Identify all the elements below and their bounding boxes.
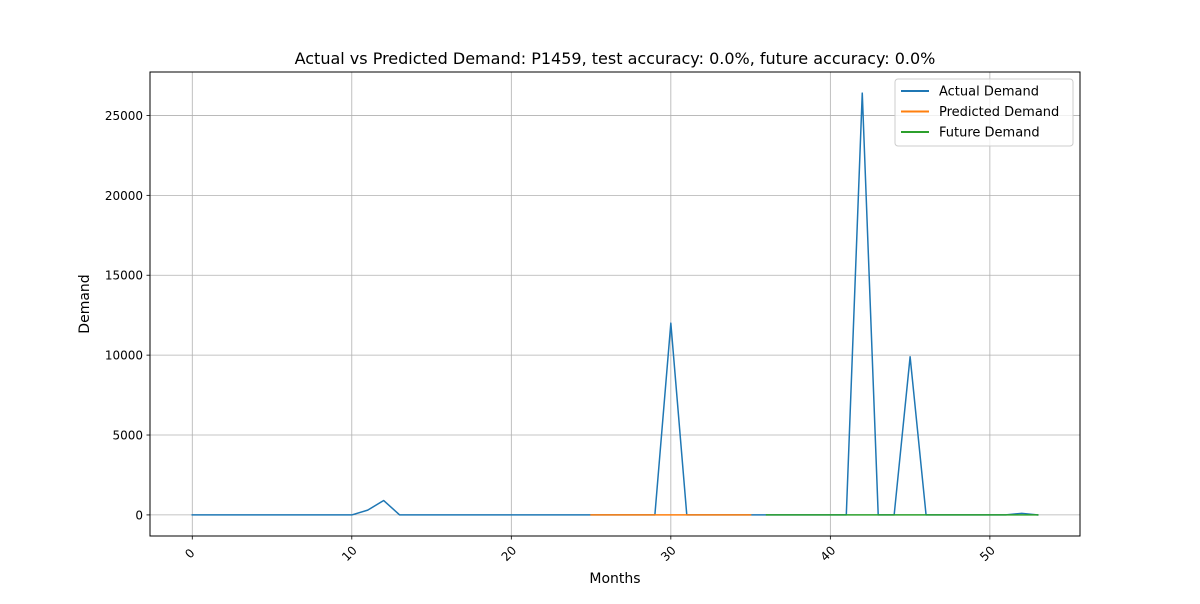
- y-axis-ticks: 0 5000 10000 15000 20000 25000: [105, 109, 150, 522]
- legend-label: Actual Demand: [939, 85, 1039, 100]
- legend-item-future-demand: Future Demand: [901, 126, 1040, 141]
- legend: Actual Demand Predicted Demand Future Dema…: [894, 78, 1074, 147]
- y-axis-label: Demand: [77, 274, 93, 333]
- x-axis-label: Months: [589, 571, 640, 587]
- legend-item-predicted-demand: Predicted Demand: [901, 105, 1059, 120]
- y-tick-label: 25000: [105, 109, 143, 123]
- y-tick-label: 15000: [105, 269, 143, 283]
- y-tick-label: 10000: [105, 349, 143, 363]
- legend-entries: Actual Demand Predicted Demand Future Dema…: [901, 85, 1059, 141]
- plot-area-frame: [149, 71, 1081, 537]
- chart-title: Actual vs Predicted Demand: P1459, test …: [295, 49, 936, 68]
- legend-label: Future Demand: [939, 126, 1040, 141]
- legend-item-actual-demand: Actual Demand: [901, 85, 1039, 100]
- y-tick-label: 5000: [112, 429, 143, 443]
- y-tick-label: 0: [135, 508, 143, 522]
- plot-series: [191, 92, 1039, 516]
- y-tick-label: 20000: [105, 189, 143, 203]
- legend-label: Predicted Demand: [939, 105, 1059, 120]
- legend-frame: [894, 78, 1074, 147]
